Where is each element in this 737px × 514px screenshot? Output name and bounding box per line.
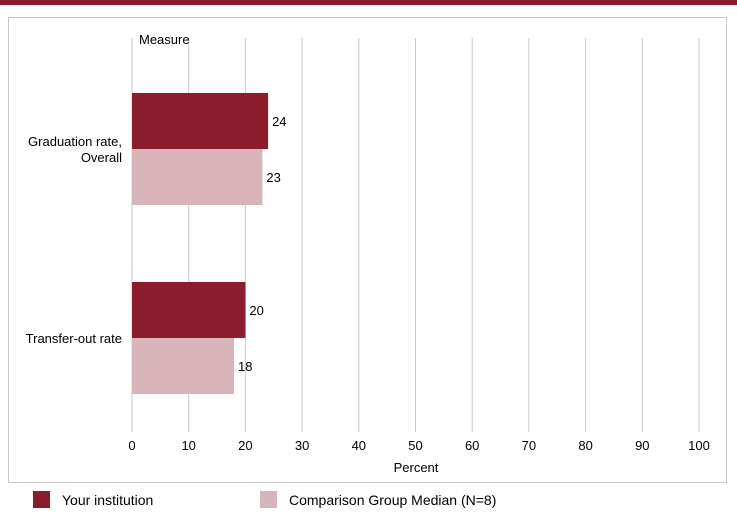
- x-tick-label: 30: [295, 438, 309, 453]
- legend-item-comparison: Comparison Group Median (N=8): [260, 491, 496, 508]
- data-label: 18: [238, 359, 252, 374]
- labels: Measure Percent 0 10 20 30 40 50 60 70 80 90 100 24…: [26, 32, 710, 475]
- x-tick-label: 70: [522, 438, 536, 453]
- legend-swatch-comparison: [260, 491, 277, 508]
- x-tick-label: 20: [238, 438, 252, 453]
- legend-swatch-your-institution: [33, 491, 50, 508]
- category-label: Graduation rate, Overall: [28, 134, 122, 165]
- bar-comparison: [132, 149, 263, 205]
- data-label: 20: [249, 303, 263, 318]
- chart: Measure Percent 0 10 20 30 40 50 60 70 80 90 100 24…: [26, 32, 710, 475]
- x-tick-label: 90: [635, 438, 649, 453]
- category-label: Transfer-out rate: [26, 331, 122, 346]
- bar-your-institution: [132, 282, 246, 338]
- bars: [132, 93, 269, 394]
- legend-label-your-institution: Your institution: [62, 491, 154, 508]
- legend-item-your-institution: Your institution: [33, 491, 153, 508]
- legend-label-comparison: Comparison Group Median (N=8): [289, 491, 497, 508]
- y-axis-title: Measure: [139, 32, 190, 47]
- data-label: 24: [272, 114, 286, 129]
- bar-your-institution: [132, 93, 269, 149]
- x-tick-label: 40: [352, 438, 366, 453]
- top-accent-bar: [0, 0, 737, 5]
- legend: Your institution Comparison Group Median…: [0, 483, 737, 514]
- x-tick-label: 50: [408, 438, 422, 453]
- chart-frame: Measure Percent 0 10 20 30 40 50 60 70 80 90 100 24…: [8, 17, 727, 483]
- x-tick-label: 80: [578, 438, 592, 453]
- x-axis-title: Percent: [394, 460, 439, 475]
- x-tick-label: 100: [688, 438, 710, 453]
- x-tick-label: 60: [465, 438, 479, 453]
- data-label: 23: [266, 170, 280, 185]
- bar-comparison: [132, 338, 235, 394]
- x-tick-label: 10: [181, 438, 195, 453]
- x-tick-label: 0: [128, 438, 135, 453]
